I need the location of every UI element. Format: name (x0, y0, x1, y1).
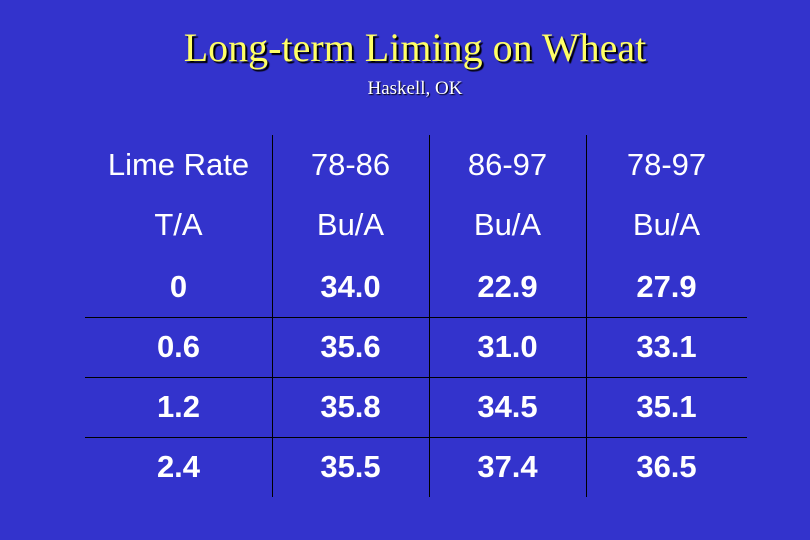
unit-cell: Bu/A (632, 207, 701, 242)
column-divider (429, 135, 430, 497)
table-header-row: Lime Rate 78-86 86-97 78-97 (85, 135, 747, 195)
unit-cell: Bu/A (473, 207, 542, 242)
table-cell: 35.6 (320, 329, 381, 364)
table-cell: 34.0 (320, 269, 381, 304)
slide-title: Long-term Liming on Wheat (183, 25, 647, 70)
header-cell: 78-97 (626, 147, 707, 182)
table-row: 0.6 35.6 31.0 33.1 (85, 317, 747, 377)
header-cell: 78-86 (310, 147, 391, 182)
row-divider (85, 437, 747, 438)
table-cell: 37.4 (477, 449, 538, 484)
table-cell: 31.0 (477, 329, 538, 364)
yield-table: Lime Rate 78-86 86-97 78-97 T/A Bu/A Bu/… (85, 135, 747, 497)
table-cell: 36.5 (636, 449, 697, 484)
table-row: 0 34.0 22.9 27.9 (85, 257, 747, 317)
row-divider (85, 377, 747, 378)
table-cell: 27.9 (636, 269, 697, 304)
header-cell: Lime Rate (107, 147, 250, 182)
table-cell: 33.1 (636, 329, 697, 364)
unit-cell: Bu/A (316, 207, 385, 242)
unit-cell: T/A (154, 207, 203, 242)
table-cell: 34.5 (477, 389, 538, 424)
table-units-row: T/A Bu/A Bu/A Bu/A (85, 195, 747, 255)
column-divider (586, 135, 587, 497)
table-row: 2.4 35.5 37.4 36.5 (85, 437, 747, 497)
header-cell: 86-97 (467, 147, 548, 182)
column-divider (272, 135, 273, 497)
table-cell: 0 (169, 269, 188, 304)
table-cell: 0.6 (156, 329, 201, 364)
table-cell: 35.8 (320, 389, 381, 424)
table-row: 1.2 35.8 34.5 35.1 (85, 377, 747, 437)
table-cell: 35.1 (636, 389, 697, 424)
slide-subtitle: Haskell, OK (367, 78, 463, 99)
table-cell: 2.4 (156, 449, 201, 484)
table-cell: 22.9 (477, 269, 538, 304)
table-cell: 1.2 (156, 389, 201, 424)
row-divider (85, 317, 747, 318)
table-cell: 35.5 (320, 449, 381, 484)
